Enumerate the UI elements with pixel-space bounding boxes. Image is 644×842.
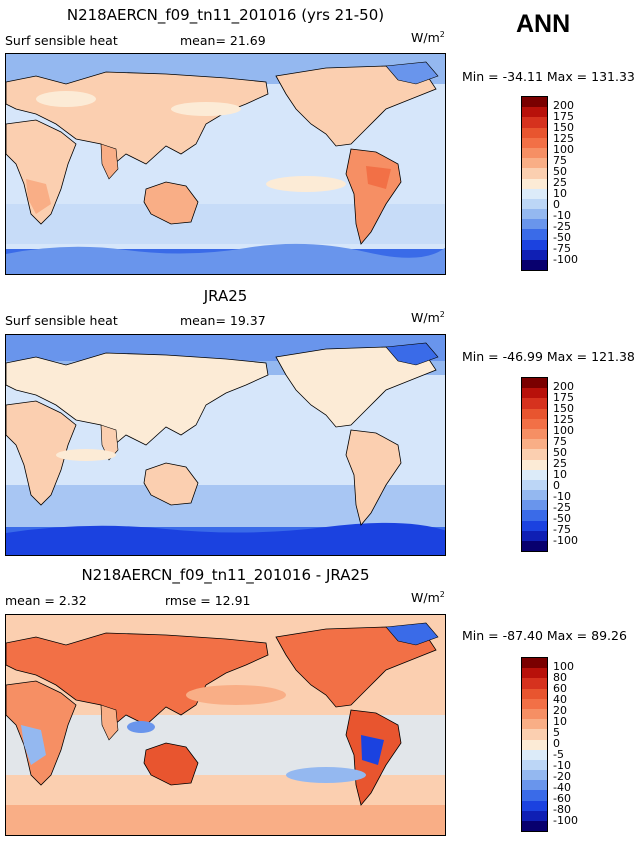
panel-3-cbar-label: -60	[553, 792, 571, 805]
panel-3-cbar-label: 60	[553, 682, 567, 695]
panel-3-cbar-label: 20	[553, 704, 567, 717]
panel-3-mean: mean = 2.32	[5, 593, 87, 608]
panel-3-cbar-label: 100	[553, 660, 574, 673]
panel-3-cbar-label: -20	[553, 770, 571, 783]
panel-2-mean: mean= 19.37	[180, 313, 266, 328]
panel-2-cbar-label: -100	[553, 534, 578, 547]
panel-2-cbar-label: 100	[553, 424, 574, 437]
panel-1-title: N218AERCN_f09_tn11_201016 (yrs 21-50)	[66, 6, 385, 24]
panel-2-cbar-label: -50	[553, 512, 571, 525]
panel-2-title: JRA25	[203, 287, 248, 305]
panel-1-cbar-label: -50	[553, 231, 571, 244]
season-label: ANN	[516, 10, 571, 38]
panel-1-cbar-label: 75	[553, 154, 567, 167]
panel-1-cbar-label: 10	[553, 187, 567, 200]
panel-2-map	[5, 334, 446, 556]
panel-1-colorbar	[521, 96, 548, 271]
panel-1-cbar-label: 50	[553, 165, 567, 178]
panel-2-cbar-label: 0	[553, 479, 560, 492]
panel-1-cbar-label: 150	[553, 121, 574, 134]
panel-2-cbar-label: 200	[553, 380, 574, 393]
panel-3-units: W/m2	[411, 590, 445, 606]
panel-1-map	[5, 53, 446, 275]
panel-3-cbar-label: 40	[553, 693, 567, 706]
panel-3-colorbar	[521, 657, 548, 832]
panel-2-cbar-label: 175	[553, 391, 574, 404]
panel-2-minmax: Min = -46.99 Max = 121.38	[462, 349, 635, 364]
panel-1-units: W/m2	[411, 30, 445, 46]
panel-2-field-label: Surf sensible heat	[5, 313, 118, 328]
panel-3-cbar-label: -100	[553, 814, 578, 827]
panel-2-cbar-label: 50	[553, 446, 567, 459]
panel-2-cbar-label: 10	[553, 468, 567, 481]
panel-2-cbar-label: 150	[553, 402, 574, 415]
panel-3-cbar-label: 5	[553, 726, 560, 739]
panel-1-cbar-label: 25	[553, 176, 567, 189]
panel-1-cbar-label: 200	[553, 99, 574, 112]
panel-1-mean: mean= 21.69	[180, 33, 266, 48]
panel-3-cbar-label: -10	[553, 759, 571, 772]
panel-1-cbar-label: 125	[553, 132, 574, 145]
panel-2-cbar-label: -10	[553, 490, 571, 503]
panel-1-cbar-label: 175	[553, 110, 574, 123]
panel-1-field-label: Surf sensible heat	[5, 33, 118, 48]
panel-3-map	[5, 614, 446, 836]
panel-3-cbar-label: -80	[553, 803, 571, 816]
panel-1-cbar-label: -25	[553, 220, 571, 233]
panel-3-title: N218AERCN_f09_tn11_201016 - JRA25	[81, 566, 370, 584]
panel-1-minmax: Min = -34.11 Max = 131.33	[462, 69, 635, 84]
panel-1-cbar-label: -75	[553, 242, 571, 255]
panel-1-cbar-label: -100	[553, 253, 578, 266]
panel-2-cbar-label: 125	[553, 413, 574, 426]
panel-2-cbar-label: -25	[553, 501, 571, 514]
panel-3-cbar-label: 80	[553, 671, 567, 684]
panel-2-units: W/m2	[411, 310, 445, 326]
panel-3-cbar-label: -40	[553, 781, 571, 794]
panel-3-cbar-label: -5	[553, 748, 564, 761]
panel-1-cbar-label: -10	[553, 209, 571, 222]
panel-3-cbar-label: 0	[553, 737, 560, 750]
panel-1-cbar-label: 100	[553, 143, 574, 156]
panel-2-cbar-label: 25	[553, 457, 567, 470]
panel-2-cbar-label: 75	[553, 435, 567, 448]
panel-2-cbar-label: -75	[553, 523, 571, 536]
panel-3-minmax: Min = -87.40 Max = 89.26	[462, 628, 627, 643]
panel-2-colorbar	[521, 377, 548, 552]
panel-1-cbar-label: 0	[553, 198, 560, 211]
panel-3-rmse: rmse = 12.91	[165, 593, 251, 608]
panel-3-cbar-label: 10	[553, 715, 567, 728]
